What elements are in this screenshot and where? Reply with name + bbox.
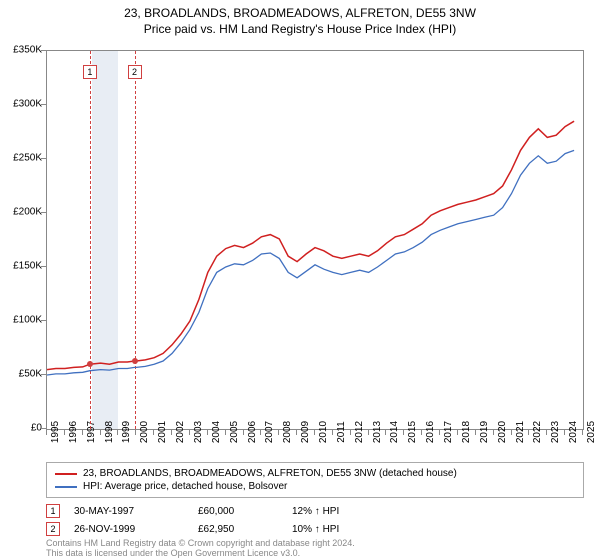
chart-plot-area: 12 bbox=[46, 50, 584, 430]
y-axis-tick-label: £100K bbox=[13, 315, 42, 326]
legend-row: HPI: Average price, detached house, Bols… bbox=[55, 480, 575, 493]
series-line-blue bbox=[47, 150, 574, 375]
y-axis-tick-label: £150K bbox=[13, 261, 42, 272]
footer-attribution: Contains HM Land Registry data © Crown c… bbox=[46, 538, 355, 559]
legend-label: HPI: Average price, detached house, Bols… bbox=[83, 481, 287, 492]
title-block: 23, BROADLANDS, BROADMEADOWS, ALFRETON, … bbox=[0, 0, 600, 36]
sale-marker-box: 1 bbox=[83, 65, 97, 79]
y-axis-tick-label: £200K bbox=[13, 207, 42, 218]
legend-box: 23, BROADLANDS, BROADMEADOWS, ALFRETON, … bbox=[46, 462, 584, 498]
sale-marker-icon: 1 bbox=[46, 504, 60, 518]
series-line-red bbox=[47, 121, 574, 369]
footer-line: Contains HM Land Registry data © Crown c… bbox=[46, 538, 355, 548]
title-subtitle: Price paid vs. HM Land Registry's House … bbox=[0, 22, 600, 36]
title-address: 23, BROADLANDS, BROADMEADOWS, ALFRETON, … bbox=[0, 6, 600, 20]
sale-marker-icon: 2 bbox=[46, 522, 60, 536]
sale-row: 1 30-MAY-1997 £60,000 12% ↑ HPI bbox=[46, 502, 584, 520]
sale-row: 2 26-NOV-1999 £62,950 10% ↑ HPI bbox=[46, 520, 584, 538]
legend-swatch-blue bbox=[55, 486, 77, 488]
sale-price: £60,000 bbox=[198, 506, 278, 517]
chart-container: 23, BROADLANDS, BROADMEADOWS, ALFRETON, … bbox=[0, 0, 600, 560]
y-axis-tick-label: £50K bbox=[19, 369, 42, 380]
sales-block: 1 30-MAY-1997 £60,000 12% ↑ HPI 2 26-NOV… bbox=[46, 502, 584, 538]
legend-label: 23, BROADLANDS, BROADMEADOWS, ALFRETON, … bbox=[83, 468, 457, 479]
y-axis-tick-label: £350K bbox=[13, 45, 42, 56]
x-axis-tick-label: 2025 bbox=[586, 421, 597, 443]
legend-row: 23, BROADLANDS, BROADMEADOWS, ALFRETON, … bbox=[55, 467, 575, 480]
sale-date: 30-MAY-1997 bbox=[74, 506, 184, 517]
sale-date: 26-NOV-1999 bbox=[74, 524, 184, 535]
sale-hpi-pct: 12% ↑ HPI bbox=[292, 506, 392, 517]
y-axis-tick-label: £250K bbox=[13, 153, 42, 164]
sale-marker-dot bbox=[132, 358, 138, 364]
y-axis-tick-label: £300K bbox=[13, 99, 42, 110]
sale-marker-box: 2 bbox=[128, 65, 142, 79]
chart-lines-svg bbox=[47, 51, 583, 429]
sale-hpi-pct: 10% ↑ HPI bbox=[292, 524, 392, 535]
legend-swatch-red bbox=[55, 473, 77, 475]
sale-price: £62,950 bbox=[198, 524, 278, 535]
sale-marker-dot bbox=[87, 361, 93, 367]
footer-line: This data is licensed under the Open Gov… bbox=[46, 548, 355, 558]
